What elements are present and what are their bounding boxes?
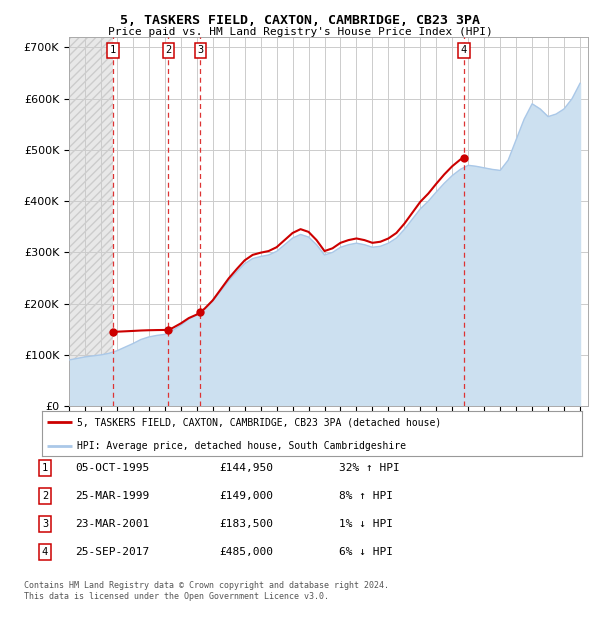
Text: This data is licensed under the Open Government Licence v3.0.: This data is licensed under the Open Gov… [24,592,329,601]
Text: 1: 1 [42,463,48,473]
Text: 5, TASKERS FIELD, CAXTON, CAMBRIDGE, CB23 3PA: 5, TASKERS FIELD, CAXTON, CAMBRIDGE, CB2… [120,14,480,27]
Text: 05-OCT-1995: 05-OCT-1995 [75,463,149,473]
Text: £144,950: £144,950 [219,463,273,473]
Text: 3: 3 [42,519,48,529]
Text: £485,000: £485,000 [219,547,273,557]
Text: 4: 4 [42,547,48,557]
Text: HPI: Average price, detached house, South Cambridgeshire: HPI: Average price, detached house, Sout… [77,441,406,451]
Text: 32% ↑ HPI: 32% ↑ HPI [339,463,400,473]
Text: 8% ↑ HPI: 8% ↑ HPI [339,491,393,501]
Text: Price paid vs. HM Land Registry's House Price Index (HPI): Price paid vs. HM Land Registry's House … [107,27,493,37]
Text: 5, TASKERS FIELD, CAXTON, CAMBRIDGE, CB23 3PA (detached house): 5, TASKERS FIELD, CAXTON, CAMBRIDGE, CB2… [77,417,442,427]
Text: 1% ↓ HPI: 1% ↓ HPI [339,519,393,529]
Text: £183,500: £183,500 [219,519,273,529]
Text: 3: 3 [197,45,203,55]
Text: 2: 2 [166,45,172,55]
Text: 25-MAR-1999: 25-MAR-1999 [75,491,149,501]
Text: Contains HM Land Registry data © Crown copyright and database right 2024.: Contains HM Land Registry data © Crown c… [24,581,389,590]
Text: £149,000: £149,000 [219,491,273,501]
Text: 2: 2 [42,491,48,501]
Text: 25-SEP-2017: 25-SEP-2017 [75,547,149,557]
Text: 6% ↓ HPI: 6% ↓ HPI [339,547,393,557]
Text: 23-MAR-2001: 23-MAR-2001 [75,519,149,529]
Bar [69,37,113,406]
Text: 1: 1 [110,45,116,55]
Text: 4: 4 [461,45,467,55]
